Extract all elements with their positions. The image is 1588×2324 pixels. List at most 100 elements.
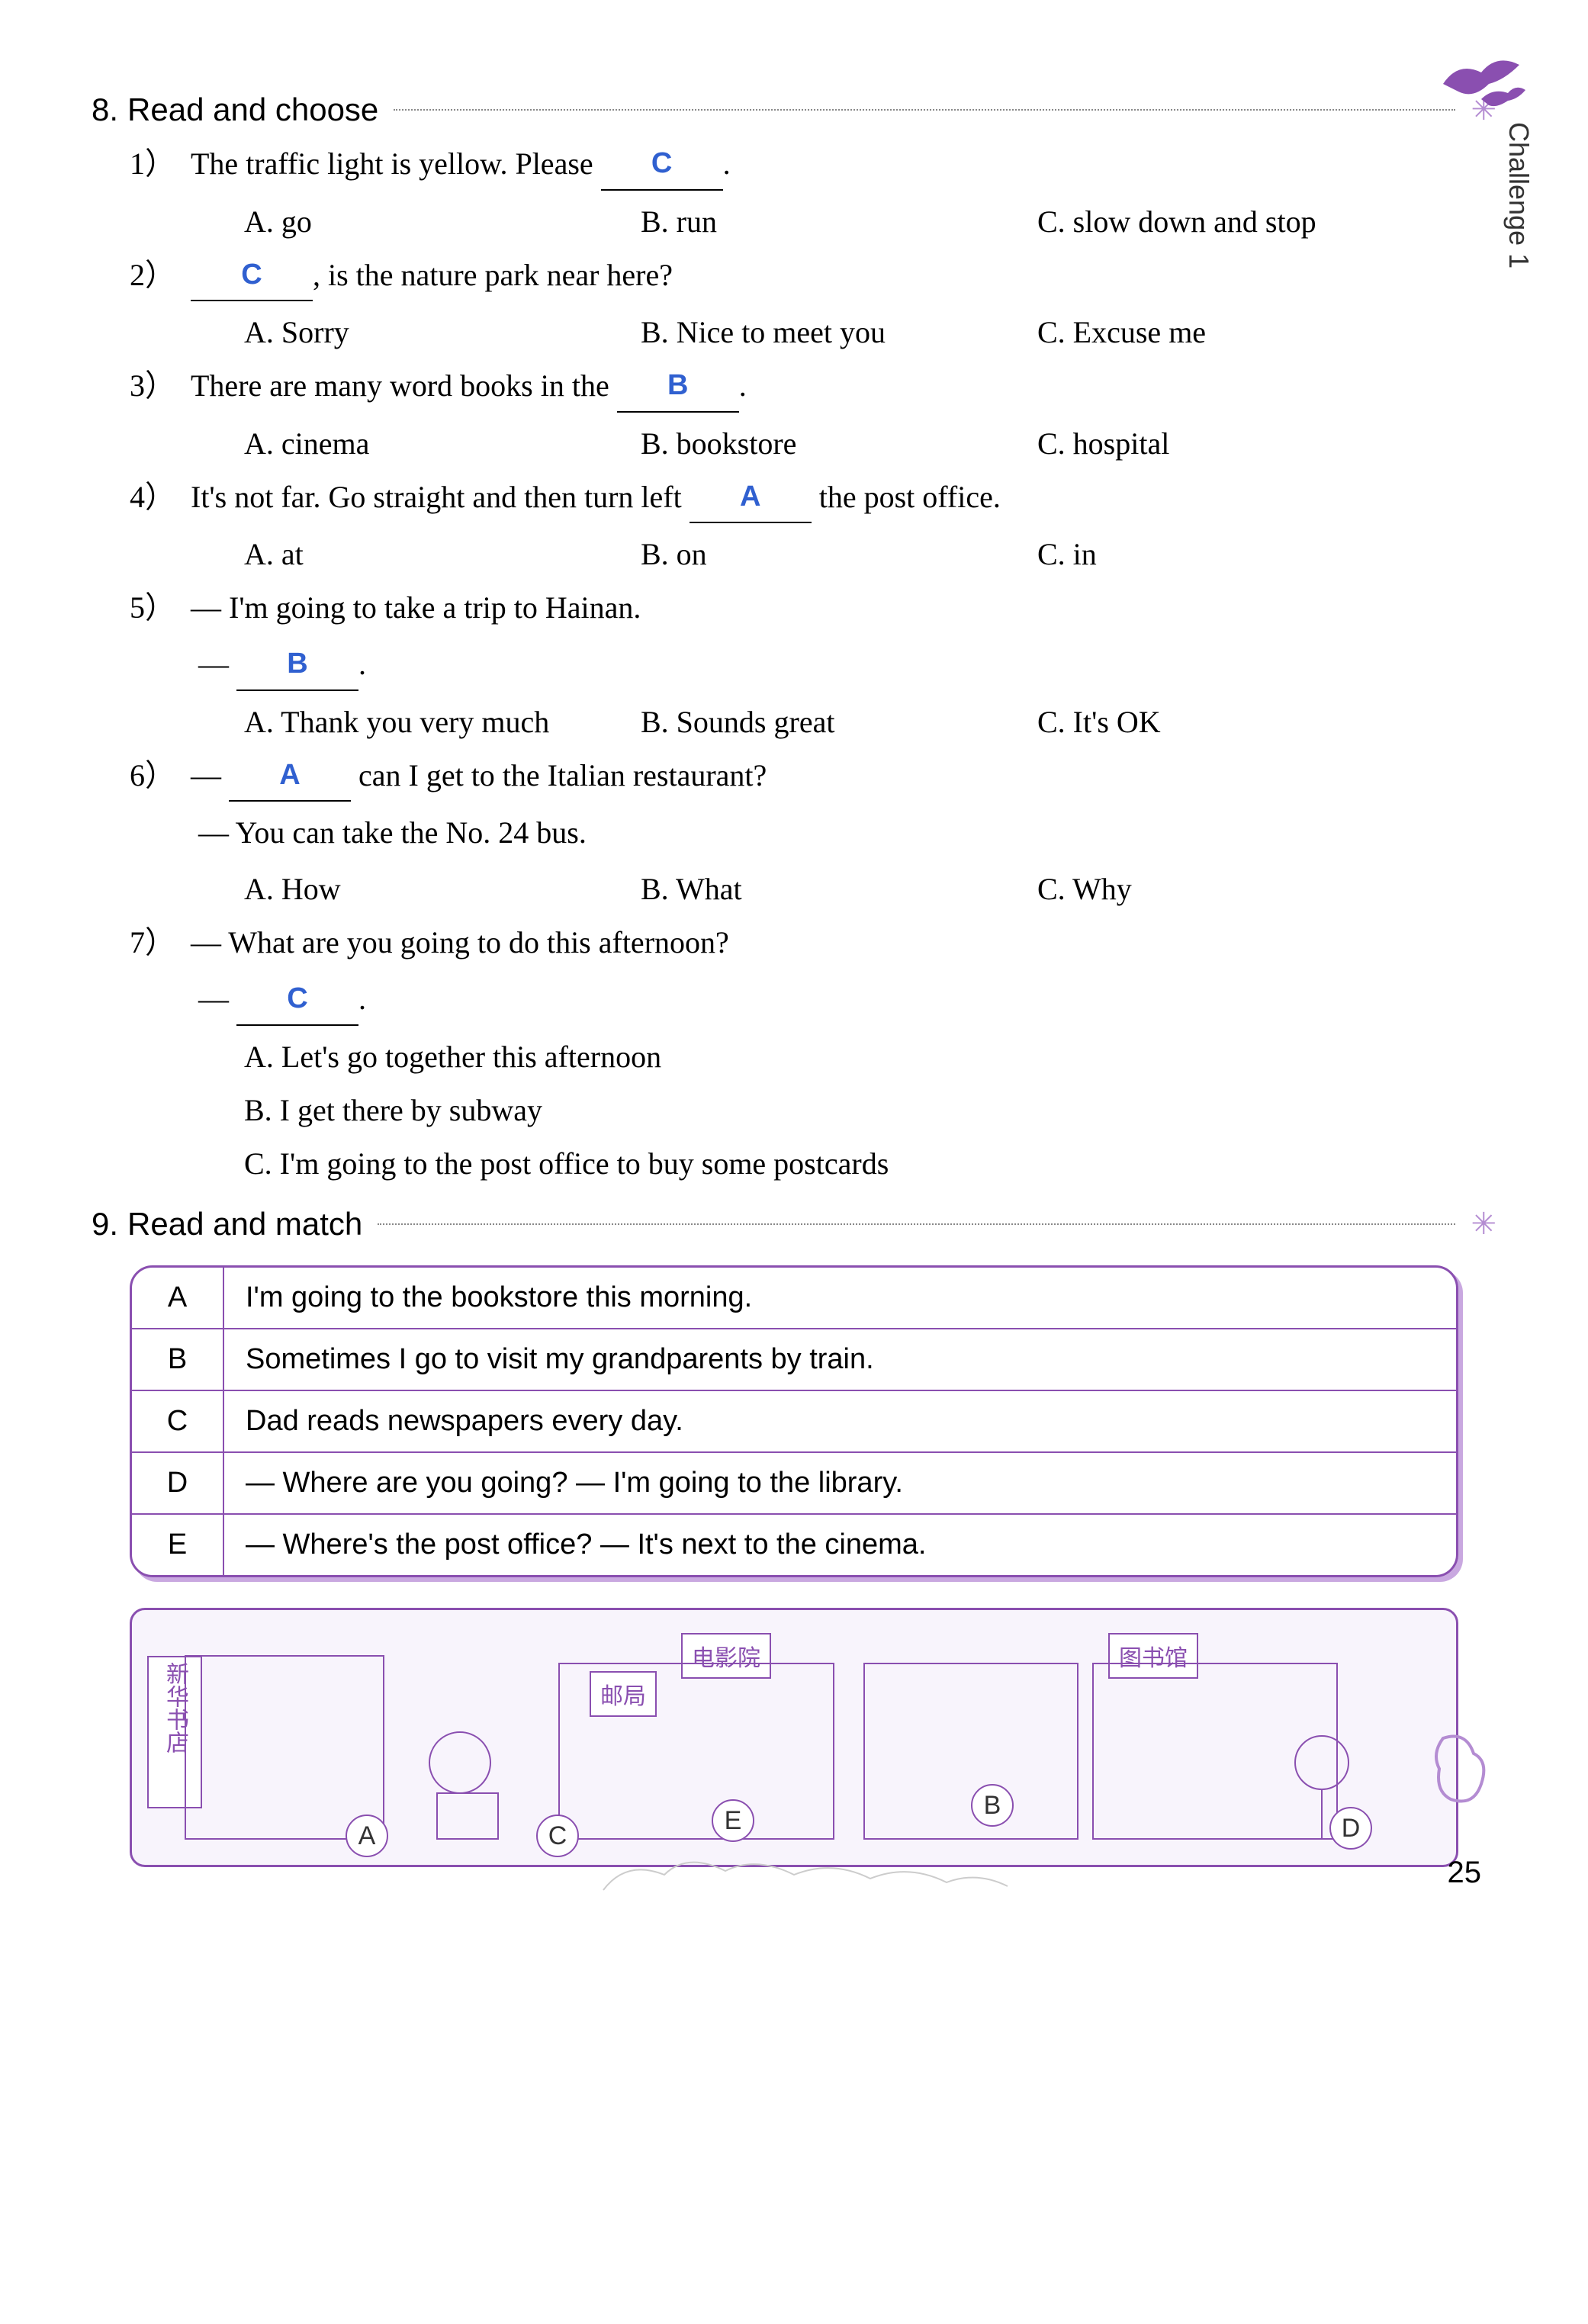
q5-opt-b[interactable]: B. Sounds great — [641, 696, 1037, 749]
page-number: 25 — [1448, 1856, 1482, 1890]
q2-opt-b[interactable]: B. Nice to meet you — [641, 306, 1037, 359]
q5-answer[interactable]: B — [236, 638, 358, 691]
q6-answer[interactable]: A — [229, 750, 351, 802]
q5-dash-text: — — [198, 647, 236, 681]
cloud-decoration — [565, 1852, 1023, 1905]
q5: 5）— I'm going to take a trip to Hainan. — [130, 581, 1496, 635]
q6-opt-a[interactable]: A. How — [244, 863, 641, 916]
q4-before: It's not far. Go straight and then turn … — [191, 480, 690, 514]
q5-after: . — [358, 647, 366, 681]
row-b-key: B — [132, 1329, 223, 1390]
q7-dash-text: — — [198, 982, 236, 1016]
q1-after: . — [723, 146, 731, 181]
label-d[interactable]: D — [1329, 1807, 1372, 1850]
q3: 3）There are many word books in the B. — [130, 359, 1496, 414]
q3-opt-a[interactable]: A. cinema — [244, 417, 641, 471]
q6-line2: — You can take the No. 24 bus. — [198, 806, 1496, 860]
label-e[interactable]: E — [712, 1799, 754, 1842]
q6-options: A. How B. What C. Why — [244, 863, 1496, 916]
row-a-key: A — [132, 1268, 223, 1329]
table-row: AI'm going to the bookstore this morning… — [132, 1268, 1456, 1329]
sparkle-icon-2: ✳ — [1471, 1207, 1496, 1242]
section-9-num: 9. — [92, 1206, 118, 1242]
page: Challenge 1 8. Read and choose ✳ 1）The t… — [0, 0, 1588, 1936]
q1-before: The traffic light is yellow. Please — [191, 146, 601, 181]
q1-opt-b[interactable]: B. run — [641, 195, 1037, 249]
q6-opt-c[interactable]: C. Why — [1037, 863, 1496, 916]
q4: 4）It's not far. Go straight and then tur… — [130, 471, 1496, 526]
table-row: E— Where's the post office? — It's next … — [132, 1514, 1456, 1575]
q6: 6）— A can I get to the Italian restauran… — [130, 749, 1496, 804]
q5-opt-c[interactable]: C. It's OK — [1037, 696, 1496, 749]
q4-opt-b[interactable]: B. on — [641, 528, 1037, 581]
table-row: BSometimes I go to visit my grandparents… — [132, 1329, 1456, 1390]
section-9-title: 9. Read and match ✳ — [92, 1206, 1496, 1242]
section-8-title: 8. Read and choose ✳ — [92, 92, 1496, 128]
q2-after: , is the nature park near here? — [313, 258, 673, 292]
q6-num: 6） — [130, 749, 191, 802]
q6-line2-text: — You can take the No. 24 bus. — [198, 815, 587, 850]
q1-num: 1） — [130, 137, 191, 191]
q6-after: can I get to the Italian restaurant? — [351, 758, 767, 792]
q7-after: . — [358, 982, 366, 1016]
q7-line1: — What are you going to do this afternoo… — [191, 925, 729, 959]
row-c-val: Dad reads newspapers every day. — [223, 1390, 1456, 1452]
q3-num: 3） — [130, 359, 191, 413]
q4-opt-a[interactable]: A. at — [244, 528, 641, 581]
q4-opt-c[interactable]: C. in — [1037, 528, 1496, 581]
q3-before: There are many word books in the — [191, 368, 617, 403]
q3-opt-c[interactable]: C. hospital — [1037, 417, 1496, 471]
row-d-key: D — [132, 1452, 223, 1514]
logo-icon — [1428, 1731, 1496, 1829]
row-b-val: Sometimes I go to visit my grandparents … — [223, 1329, 1456, 1390]
q6-opt-b[interactable]: B. What — [641, 863, 1037, 916]
q2-num: 2） — [130, 249, 191, 302]
q5-dash: — B. — [198, 638, 1496, 693]
row-e-key: E — [132, 1514, 223, 1575]
label-b[interactable]: B — [971, 1784, 1014, 1827]
q7-num: 7） — [130, 916, 191, 969]
q2: 2）C, is the nature park near here? — [130, 249, 1496, 304]
label-a[interactable]: A — [346, 1815, 388, 1857]
row-a-val: I'm going to the bookstore this morning. — [223, 1268, 1456, 1329]
table-row: CDad reads newspapers every day. — [132, 1390, 1456, 1452]
q3-answer[interactable]: B — [617, 360, 739, 413]
q5-options: A. Thank you very much B. Sounds great C… — [244, 696, 1496, 749]
q5-opt-a[interactable]: A. Thank you very much — [244, 696, 641, 749]
q4-num: 4） — [130, 471, 191, 524]
section-8-num: 8. — [92, 92, 118, 128]
q2-opt-c[interactable]: C. Excuse me — [1037, 306, 1496, 359]
q1-options: A. go B. run C. slow down and stop — [244, 195, 1496, 249]
q3-opt-b[interactable]: B. bookstore — [641, 417, 1037, 471]
section-8-text: Read and choose — [127, 92, 378, 128]
row-c-key: C — [132, 1390, 223, 1452]
q4-after: the post office. — [812, 480, 1001, 514]
q3-after: . — [739, 368, 747, 403]
q7-dash: — C. — [198, 972, 1496, 1027]
q4-options: A. at B. on C. in — [244, 528, 1496, 581]
q1: 1）The traffic light is yellow. Please C. — [130, 137, 1496, 192]
table-row: D— Where are you going? — I'm going to t… — [132, 1452, 1456, 1514]
side-label: Challenge 1 — [1503, 122, 1535, 268]
q6-dash: — — [191, 758, 229, 792]
q7-opt-a[interactable]: A. Let's go together this afternoon — [244, 1030, 1496, 1084]
q7-opt-b[interactable]: B. I get there by subway — [244, 1084, 1496, 1137]
row-e-val: — Where's the post office? — It's next t… — [223, 1514, 1456, 1575]
q1-opt-a[interactable]: A. go — [244, 195, 641, 249]
q1-answer[interactable]: C — [601, 138, 723, 191]
q7-answer[interactable]: C — [236, 973, 358, 1026]
q7: 7）— What are you going to do this aftern… — [130, 916, 1496, 969]
q3-options: A. cinema B. bookstore C. hospital — [244, 417, 1496, 471]
q2-answer[interactable]: C — [191, 249, 313, 302]
q1-opt-c[interactable]: C. slow down and stop — [1037, 195, 1496, 249]
q2-opt-a[interactable]: A. Sorry — [244, 306, 641, 359]
match-table: AI'm going to the bookstore this morning… — [130, 1265, 1458, 1577]
q5-line1: — I'm going to take a trip to Hainan. — [191, 590, 641, 625]
q7-opt-c[interactable]: C. I'm going to the post office to buy s… — [244, 1137, 1496, 1191]
dots-line-2 — [378, 1223, 1455, 1225]
label-c[interactable]: C — [536, 1815, 579, 1857]
q7-options: A. Let's go together this afternoon B. I… — [244, 1030, 1496, 1191]
scene-svg — [132, 1610, 1456, 1865]
row-d-val: — Where are you going? — I'm going to th… — [223, 1452, 1456, 1514]
q4-answer[interactable]: A — [690, 471, 812, 524]
